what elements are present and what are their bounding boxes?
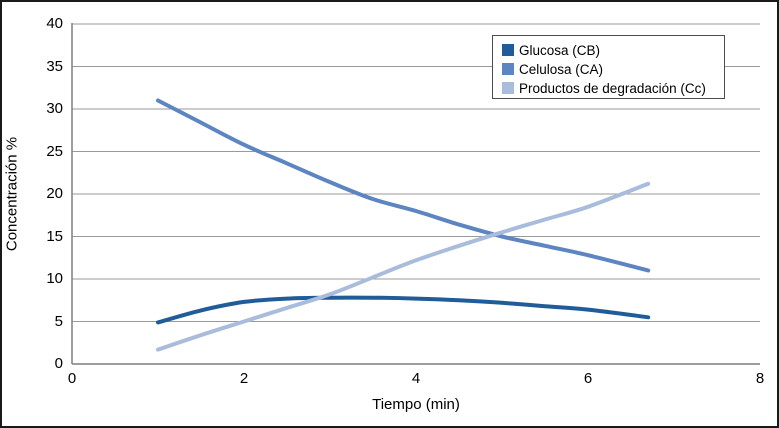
y-tick-label-15: 15 (46, 227, 63, 245)
y-tick-label-40: 40 (46, 15, 63, 32)
series-line-2 (156, 181, 651, 352)
y-tick-label-35: 35 (46, 57, 63, 75)
y-tick-label-5: 5 (54, 312, 63, 330)
legend-label-celulosa: Celulosa (CA) (519, 61, 604, 77)
y-tick-label-10: 10 (46, 270, 63, 287)
legend-item-productos: Productos de degradación (Cc) (502, 79, 724, 97)
series-line-0 (156, 295, 651, 325)
x-tick-label-0: 0 (67, 370, 77, 387)
series-line-1 (156, 98, 651, 273)
legend-swatch-glucosa-icon (502, 44, 514, 56)
legend-label-glucosa: Glucosa (CB) (519, 42, 601, 58)
y-tick-label-25: 25 (46, 142, 63, 160)
legend-label-productos: Productos de degradación (Cc) (519, 80, 706, 96)
x-tick-label-2: 2 (239, 370, 249, 387)
y-tick-label-0: 0 (54, 355, 63, 372)
x-tick-label-6: 6 (583, 370, 593, 387)
y-tick-label-30: 30 (46, 100, 63, 117)
legend-swatch-celulosa-icon (502, 63, 514, 75)
x-tick-label-4: 4 (411, 370, 421, 387)
y-tick-label-20: 20 (46, 185, 63, 202)
x-tick-label-8: 8 (755, 370, 765, 387)
legend: Glucosa (CB) Celulosa (CA) Productos de … (492, 35, 725, 99)
x-axis-title: Tiempo (min) (372, 396, 460, 413)
legend-item-glucosa: Glucosa (CB) (502, 41, 724, 59)
y-axis-title-text: Concentración % (3, 136, 21, 252)
legend-item-celulosa: Celulosa (CA) (502, 60, 724, 78)
legend-swatch-productos-icon (502, 82, 514, 94)
